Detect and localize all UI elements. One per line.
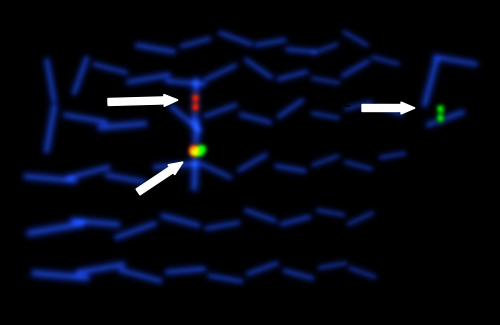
Text: B: B (89, 93, 97, 103)
FancyArrow shape (362, 102, 415, 114)
FancyArrow shape (108, 94, 178, 106)
FancyArrow shape (136, 162, 183, 195)
Text: A: A (118, 195, 126, 205)
Text: C: C (343, 99, 351, 109)
